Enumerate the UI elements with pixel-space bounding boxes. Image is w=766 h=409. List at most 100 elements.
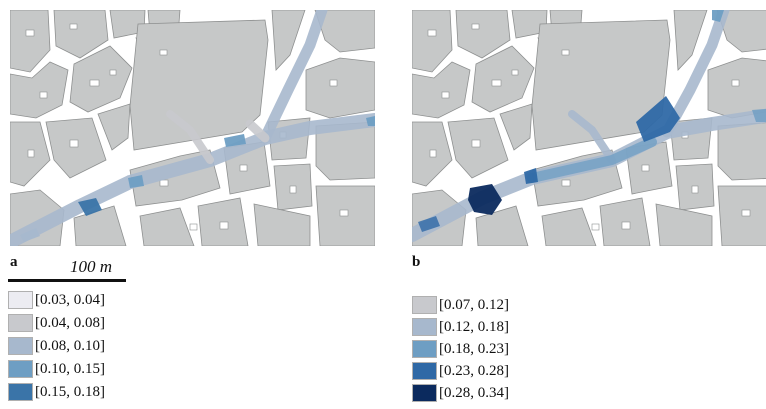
courtyard bbox=[561, 49, 570, 56]
legend-label: [0.15, 0.18] bbox=[35, 384, 105, 400]
legend-b: [0.07, 0.12] [0.12, 0.18] [0.18, 0.23] [0.2… bbox=[412, 296, 552, 408]
courtyard bbox=[239, 164, 248, 172]
building-block bbox=[475, 205, 529, 246]
street-segment bbox=[527, 137, 657, 183]
courtyard bbox=[561, 179, 571, 187]
exposure-hotspot bbox=[418, 216, 440, 232]
courtyard bbox=[339, 209, 349, 217]
building-block bbox=[314, 10, 375, 53]
building-block bbox=[139, 207, 195, 246]
legend-label: [0.10, 0.15] bbox=[35, 361, 105, 377]
legend-swatch bbox=[8, 314, 33, 332]
courtyard bbox=[69, 23, 78, 30]
exposure-hotspot bbox=[128, 175, 144, 188]
street-segment bbox=[245, 119, 270, 143]
courtyard bbox=[39, 91, 48, 99]
building-block bbox=[717, 122, 766, 181]
legend-swatch bbox=[8, 383, 33, 401]
street-segment bbox=[568, 110, 616, 164]
building-block bbox=[129, 19, 269, 151]
legend-label: [0.18, 0.23] bbox=[439, 341, 509, 357]
courtyard bbox=[641, 164, 650, 172]
building-block bbox=[97, 103, 131, 151]
street-exposure-layer bbox=[10, 10, 375, 246]
building-block bbox=[673, 10, 708, 71]
building-block bbox=[499, 103, 533, 151]
panel-label-b: b bbox=[412, 254, 421, 270]
legend-label: [0.03, 0.04] bbox=[35, 292, 105, 308]
building-block bbox=[541, 207, 597, 246]
legend-label: [0.07, 0.12] bbox=[439, 297, 509, 313]
courtyard bbox=[219, 221, 229, 230]
courtyard bbox=[591, 223, 600, 231]
street-segment bbox=[166, 110, 214, 164]
street-exposure-layer bbox=[412, 10, 766, 242]
legend-swatch bbox=[8, 291, 33, 309]
exposure-hotspot bbox=[712, 10, 724, 22]
legend-label: [0.08, 0.10] bbox=[35, 338, 105, 354]
building-block bbox=[271, 10, 306, 71]
map-panel-a bbox=[10, 10, 375, 246]
building-blocks bbox=[412, 10, 766, 246]
legend-swatch bbox=[8, 360, 33, 378]
map-panel-b bbox=[412, 10, 766, 246]
street-segment bbox=[661, 10, 730, 138]
building-block bbox=[707, 57, 766, 119]
exposure-hotspot bbox=[468, 184, 502, 215]
courtyard bbox=[441, 91, 450, 99]
courtyard bbox=[471, 23, 480, 30]
courtyard bbox=[159, 179, 169, 187]
courtyard bbox=[189, 223, 198, 231]
exposure-hotspot bbox=[224, 134, 246, 147]
legend-swatch bbox=[8, 337, 33, 355]
legend-a: [0.03, 0.04] [0.04, 0.08] [0.08, 0.10] [0.1… bbox=[8, 291, 148, 406]
map-a-svg bbox=[10, 10, 375, 246]
exposure-hotspot bbox=[524, 168, 538, 184]
legend-label: [0.23, 0.28] bbox=[439, 363, 509, 379]
exposure-hotspot bbox=[20, 228, 40, 242]
courtyard bbox=[731, 79, 740, 87]
scale-bar bbox=[8, 279, 126, 282]
courtyard bbox=[89, 79, 100, 87]
exposure-hotspot bbox=[752, 108, 766, 122]
courtyard bbox=[741, 209, 751, 217]
courtyard bbox=[25, 29, 35, 37]
map-b-svg bbox=[412, 10, 766, 246]
legend-label: [0.04, 0.08] bbox=[35, 315, 105, 331]
building-block bbox=[305, 57, 375, 119]
courtyard bbox=[109, 69, 117, 76]
building-block bbox=[655, 203, 713, 246]
courtyard bbox=[427, 29, 437, 37]
courtyard bbox=[289, 185, 297, 194]
courtyard bbox=[511, 69, 519, 76]
panel-label-a: a bbox=[10, 254, 18, 270]
legend-swatch bbox=[412, 318, 437, 336]
building-block bbox=[455, 10, 511, 59]
courtyard bbox=[429, 149, 437, 158]
building-block bbox=[412, 10, 453, 73]
courtyard bbox=[491, 79, 502, 87]
exposure-hotspot bbox=[636, 96, 680, 142]
building-block bbox=[69, 45, 133, 113]
courtyard bbox=[621, 221, 631, 230]
legend-swatch bbox=[412, 384, 437, 402]
legend-swatch bbox=[412, 296, 437, 314]
exposure-hotspot bbox=[78, 198, 102, 216]
building-block bbox=[10, 10, 51, 73]
building-block bbox=[53, 10, 109, 59]
legend-swatch bbox=[412, 362, 437, 380]
courtyard bbox=[159, 49, 168, 56]
scale-bar-label: 100 m bbox=[70, 257, 113, 276]
building-block bbox=[253, 203, 311, 246]
building-block bbox=[447, 117, 509, 179]
street-segment bbox=[259, 10, 328, 144]
courtyard bbox=[691, 185, 699, 194]
exposure-hotspot bbox=[366, 116, 375, 126]
courtyard bbox=[471, 139, 481, 148]
courtyard bbox=[329, 79, 338, 87]
courtyard bbox=[27, 149, 35, 158]
legend-swatch bbox=[412, 340, 437, 358]
legend-label: [0.12, 0.18] bbox=[439, 319, 509, 335]
building-block bbox=[45, 117, 107, 179]
building-block bbox=[716, 10, 766, 53]
